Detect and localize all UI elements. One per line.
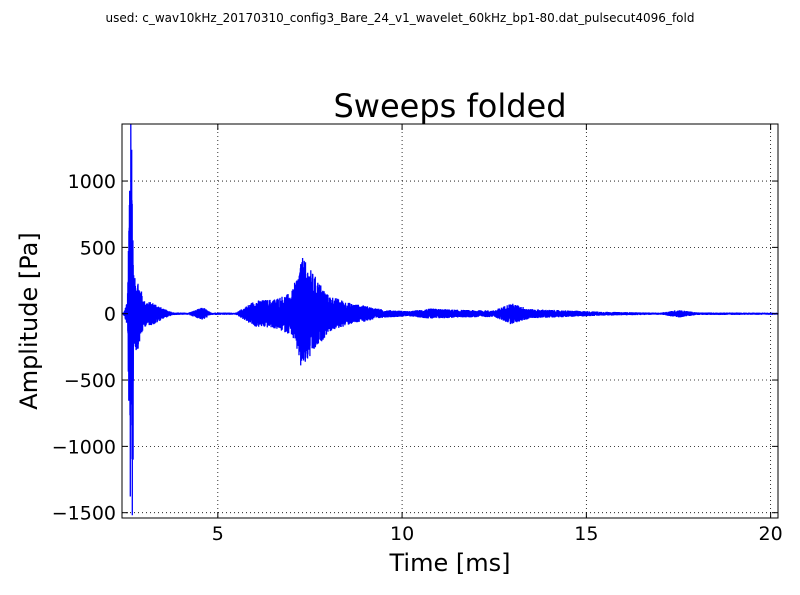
series-line bbox=[122, 123, 779, 516]
x-tick-label: 15 bbox=[574, 523, 598, 545]
axis-ticks: 5 10 15 20 1000 500 0 −500 −1000 −1500 bbox=[52, 124, 783, 545]
chart-title: Sweeps folded bbox=[333, 87, 566, 125]
y-tick-label: 500 bbox=[80, 237, 116, 259]
y-tick-label: 0 bbox=[104, 304, 116, 326]
figure-suptitle: used: c_wav10kHz_20170310_config3_Bare_2… bbox=[106, 11, 695, 25]
y-tick-label: 1000 bbox=[68, 171, 116, 193]
axes-frame bbox=[121, 123, 779, 519]
x-axis-label: Time [ms] bbox=[389, 549, 511, 577]
y-axis-label: Amplitude [Pa] bbox=[15, 232, 43, 409]
x-tick-label: 20 bbox=[759, 523, 783, 545]
x-tick-label: 5 bbox=[212, 523, 224, 545]
x-tick-label: 10 bbox=[390, 523, 414, 545]
y-tick-label: −1000 bbox=[52, 436, 116, 458]
grid-lines bbox=[122, 124, 778, 518]
y-tick-label: −500 bbox=[64, 370, 116, 392]
y-tick-label: −1500 bbox=[52, 503, 116, 525]
plot-area bbox=[122, 123, 779, 516]
